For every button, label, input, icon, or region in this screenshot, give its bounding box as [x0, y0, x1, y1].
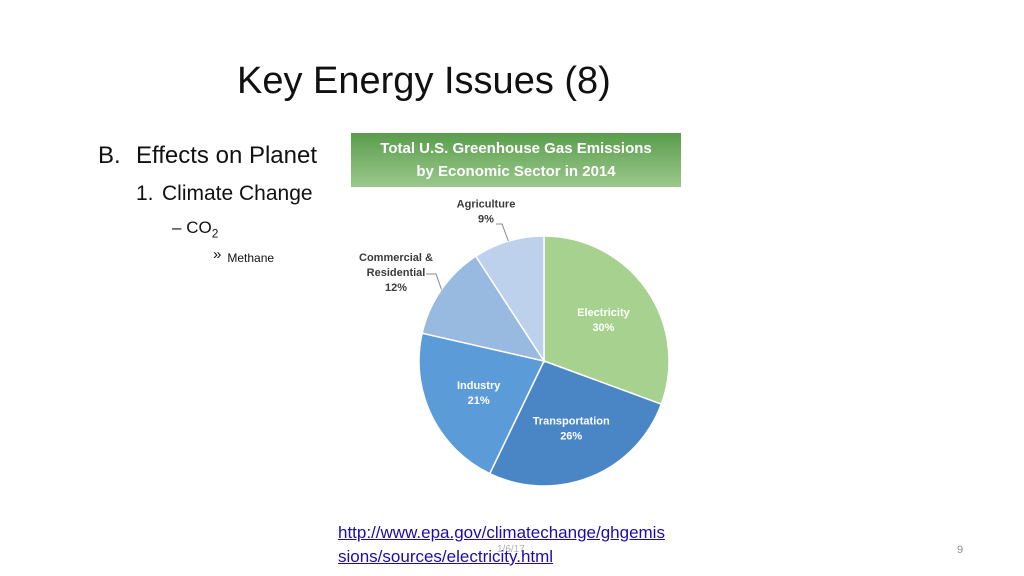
pie-label-transportation: Transportation [533, 416, 610, 428]
chevron-bullet: » [213, 246, 222, 263]
leader-line-agriculture [496, 223, 509, 242]
leader-line-commercial-residential [426, 273, 442, 290]
source-link[interactable]: http://www.epa.gov/climatechange/ghgemis… [338, 521, 665, 569]
outline-level-3: – CO2 [172, 218, 218, 240]
outline-level-4: » Methane [213, 246, 274, 265]
source-link-line-2: sions/sources/electricity.html [338, 547, 554, 566]
pie-label-commercial-residential-2: Residential [367, 267, 426, 279]
outline-level-4-text: Methane [227, 251, 275, 265]
pie-slice-transportation [488, 360, 663, 487]
pie-value-agriculture: 9% [478, 214, 494, 226]
pie-slices [418, 235, 670, 487]
pie-labels: Electricity 30% Transportation 26% Industry 2… [359, 199, 631, 443]
pie-leader-lines [426, 223, 509, 290]
pie-value-commercial-residential: 12% [385, 282, 407, 294]
chart-title-banner: Total U.S. Greenhouse Gas Emissions by E… [351, 133, 681, 187]
pie-slice-electricity [543, 235, 670, 406]
pie-value-transportation: 26% [560, 431, 582, 443]
outline-level-3-text: CO [186, 218, 212, 237]
source-link-line-1: http://www.epa.gov/climatechange/ghgemis [338, 523, 665, 542]
slide-title: Key Energy Issues (8) [237, 60, 611, 102]
chart-title-line-1: Total U.S. Greenhouse Gas Emissions [380, 140, 652, 157]
outline-level-2-text: Climate Change [162, 182, 313, 205]
pie-value-industry: 21% [468, 395, 490, 407]
pie-value-electricity: 30% [592, 322, 614, 334]
pie-label-commercial-residential-1: Commercial & [359, 252, 433, 264]
pie-slice-commercial-residential [421, 255, 546, 363]
pie-slice-industry [418, 332, 546, 475]
outline-level-1-text: Effects on Planet [136, 142, 318, 169]
pie-chart: Electricity 30% Transportation 26% Industry 2… [359, 199, 670, 487]
footer-date: 1/6/17 [497, 544, 525, 555]
chart-title-line-2: by Economic Sector in 2014 [416, 163, 616, 180]
dash-bullet: – [172, 218, 182, 237]
outline-level-2-number: 1. [136, 182, 154, 205]
outline-level-2: 1. Climate Change [136, 182, 313, 206]
pie-label-electricity: Electricity [577, 307, 630, 319]
pie-label-agriculture: Agriculture [457, 199, 516, 211]
slide-number: 9 [957, 544, 964, 556]
outline-level-1-number: B. [98, 142, 121, 169]
outline-level-1: B. Effects on Planet [98, 142, 317, 170]
outline: B. Effects on Planet 1. Climate Change – C… [98, 142, 317, 265]
subscript-2: 2 [211, 226, 219, 241]
pie-label-industry: Industry [457, 380, 501, 392]
